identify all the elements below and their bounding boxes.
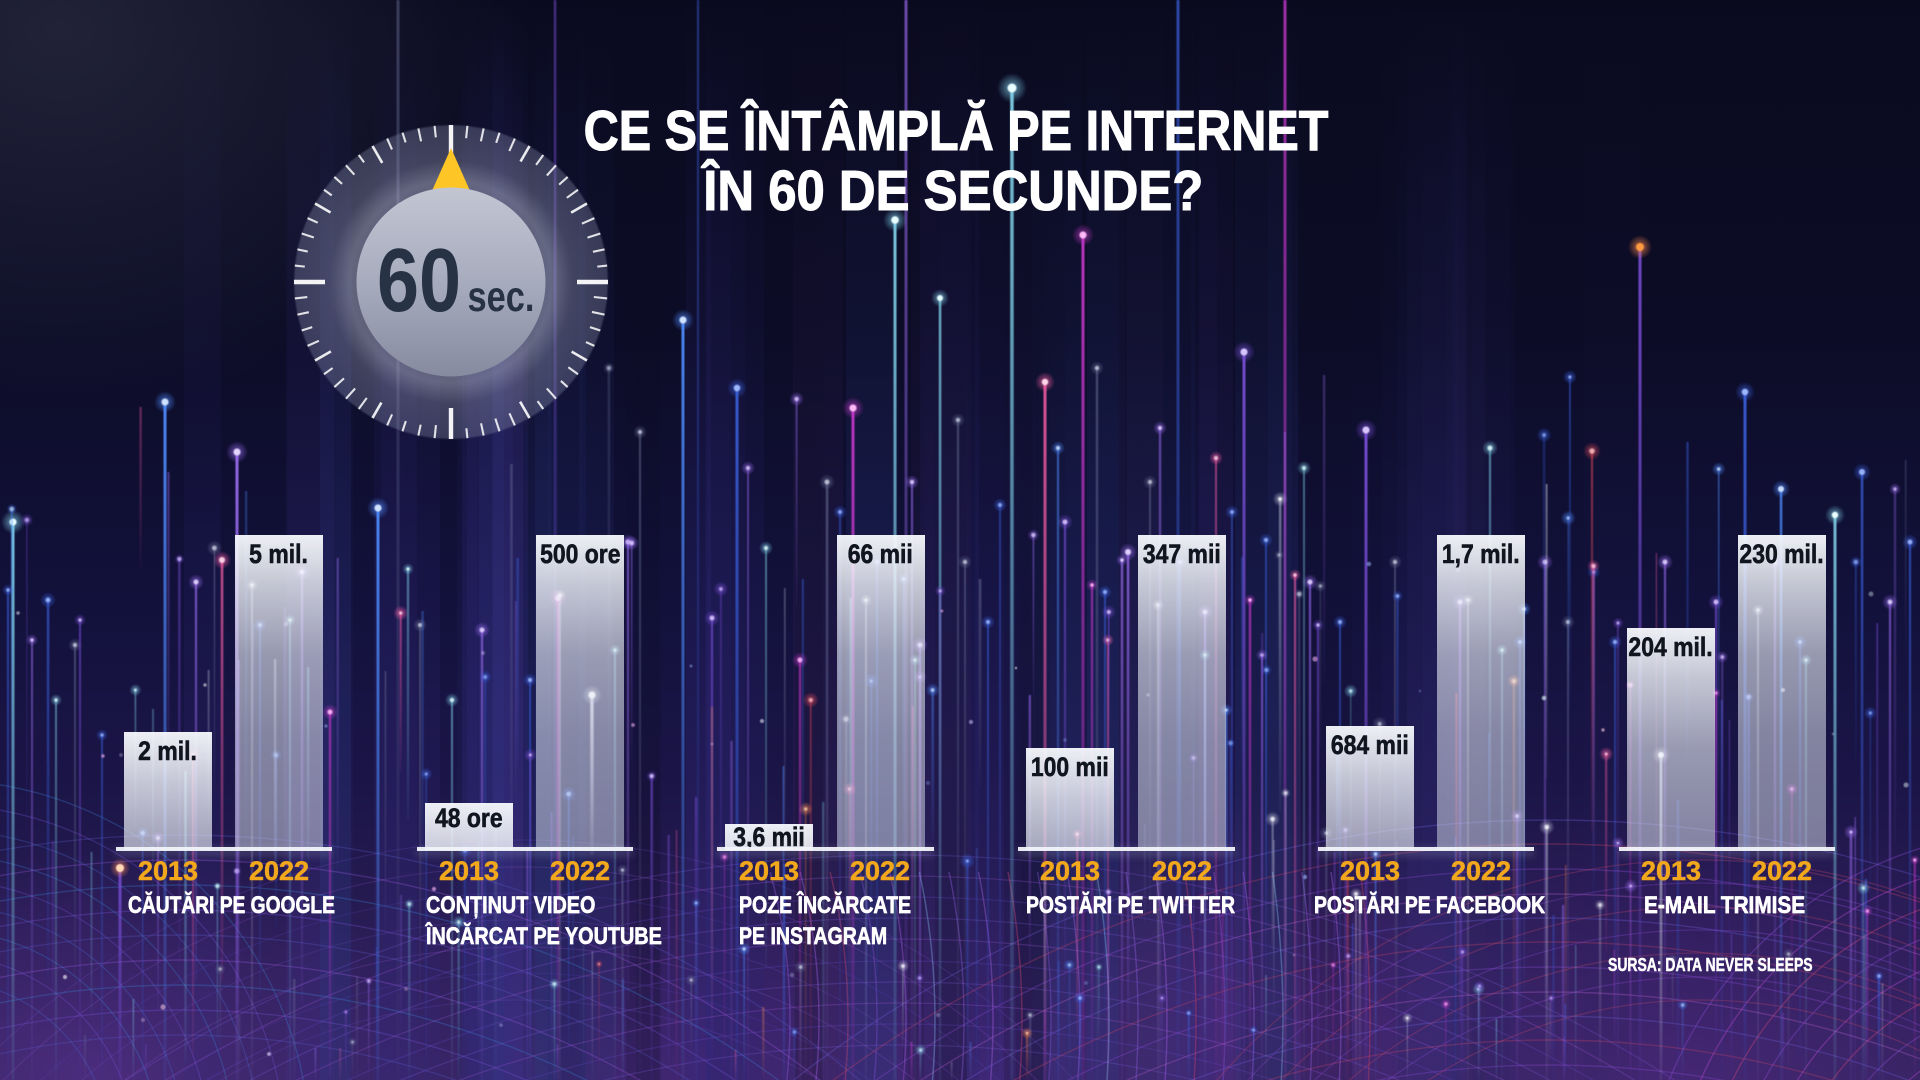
- svg-text:sec.: sec.: [468, 273, 535, 320]
- svg-text:60: 60: [377, 230, 461, 331]
